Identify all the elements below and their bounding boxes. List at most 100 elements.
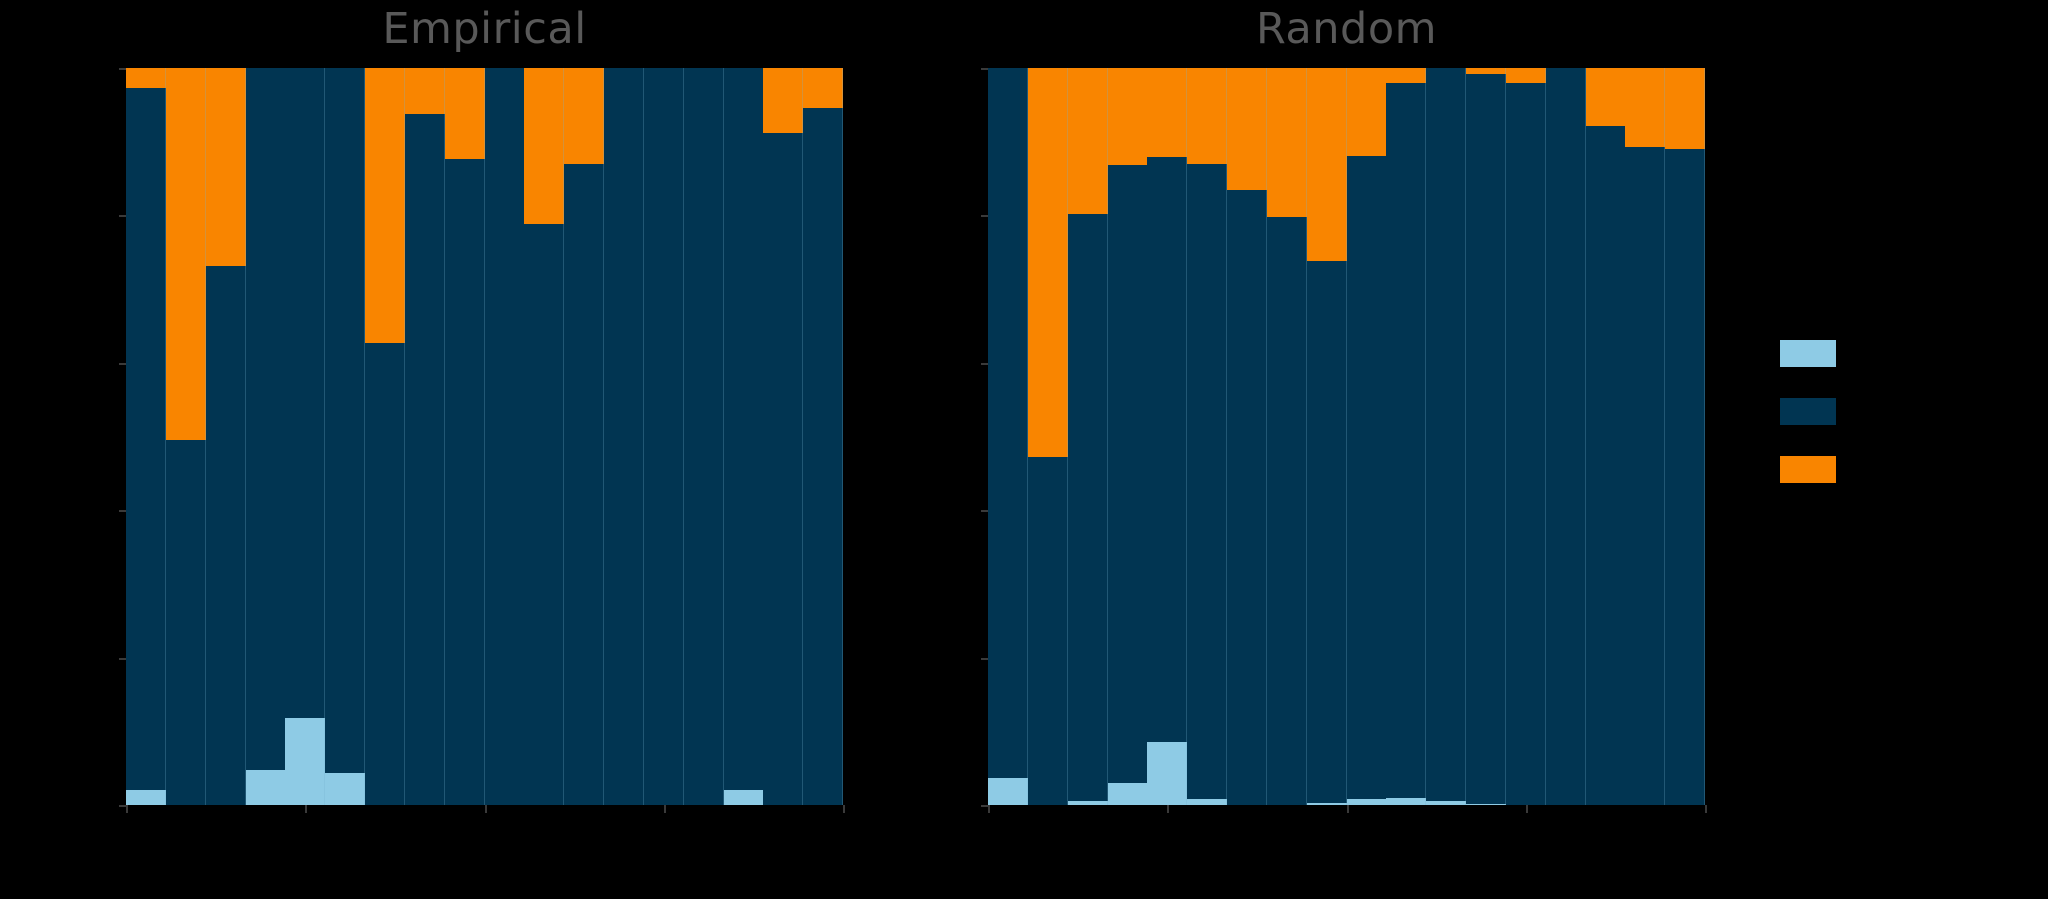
plot-area-random [988,68,1705,805]
bar-segment-series-high [1665,68,1705,150]
bar-column [723,68,764,805]
y-axis-tick [119,510,126,513]
bar-segment-series-mid [643,68,684,805]
bar-separator [603,68,605,805]
bar-segment-series-high [1227,68,1267,190]
bar-segment-series-mid [404,113,445,805]
bar-column [205,68,246,805]
bar-segment-series-high [1067,68,1108,214]
bar-segment-series-high [1466,68,1506,74]
bar-separator [1066,68,1068,805]
bar-segment-series-mid [1187,163,1228,800]
bar-separator [802,68,804,805]
y-axis-tick [119,68,126,70]
bar-separator [1305,68,1307,805]
bar-column [1585,68,1626,805]
bar-column [683,68,724,805]
bar-segment-series-low [1306,802,1347,805]
bar-segment-series-high [1187,68,1228,164]
plot-area-empirical [126,68,843,805]
bar-segment-series-mid [1585,126,1626,805]
bar-column [1147,68,1188,805]
bar-separator [1345,68,1347,805]
bar-column [165,68,206,805]
bar-separator [443,68,445,805]
bar-segment-series-mid [126,87,166,790]
legend-item-series-low[interactable] [1780,340,1850,367]
bar-segment-series-mid [1107,165,1148,783]
bar-separator [1385,68,1387,805]
bar-segment-series-low [245,770,286,805]
bar-separator [1027,68,1028,805]
bar-segment-series-mid [524,223,565,805]
bar-separator [682,68,684,805]
bar-segment-series-mid [1147,157,1188,742]
bar-segment-series-high [1147,68,1188,158]
bar-segment-series-high [564,68,605,164]
y-axis-tick [981,657,988,660]
bar-separator [364,68,366,805]
bar-separator [1664,68,1666,805]
bar-column [988,68,1028,805]
bar-column [245,68,286,805]
bar-segment-series-low [1346,799,1387,805]
bar-separator [1505,68,1506,805]
panel-title-empirical: Empirical [382,4,587,54]
bar-separator [1226,68,1228,805]
y-axis-tick [119,657,126,660]
bar-separator [1266,68,1267,805]
x-axis-tick [1525,805,1528,813]
bar-column [604,68,644,805]
panel-random: Random [981,0,1707,813]
bar-segment-series-low [1107,782,1148,805]
bar-separator [1425,68,1427,805]
bar-separator [1106,68,1108,805]
bar-column [1227,68,1267,805]
bar-segment-series-high [1107,68,1148,166]
bar-column [484,68,525,805]
bar-column [1346,68,1387,805]
bar-segment-series-mid [1466,73,1506,804]
bar-segment-series-high [1266,68,1307,217]
bar-segment-series-low [1386,797,1427,805]
legend-swatch-series-mid [1780,398,1836,425]
legend-item-series-mid[interactable] [1780,398,1850,425]
bar-separator [1624,68,1626,805]
bar-segment-series-mid [988,68,1028,779]
bar-separator [722,68,724,805]
bar-segment-series-high [1027,68,1068,458]
bar-column [126,68,166,805]
bar-segment-series-low [1067,800,1108,805]
y-axis-tick [981,215,988,218]
legend-item-series-high[interactable] [1780,456,1850,483]
bar-segment-series-mid [564,163,605,805]
bar-separator [563,68,565,805]
bar-segment-series-mid [1386,82,1427,798]
x-axis-tick [843,805,845,813]
bar-separator [1186,68,1188,805]
legend-swatch-series-high [1780,456,1836,483]
bar-column [1545,68,1586,805]
bar-segment-series-mid [803,107,843,805]
bar-segment-series-mid [165,440,206,805]
bar-separator [1146,68,1148,805]
bar-segment-series-mid [1426,68,1467,801]
bar-separator [483,68,485,805]
bar-segment-series-mid [1266,216,1307,805]
bar-segment-series-mid [444,158,485,805]
bar-separator [324,68,326,805]
bar-separator [523,68,525,805]
bar-separator [1704,68,1705,805]
bar-segment-series-high [1585,68,1626,127]
bar-column [564,68,605,805]
bar-column [803,68,843,805]
bar-segment-series-mid [1625,146,1666,805]
bar-segment-series-high [763,68,804,133]
x-axis-tick [484,805,487,813]
panel-empirical: Empirical [119,0,845,813]
x-axis-tick [663,805,666,813]
bar-column [365,68,405,805]
bar-separator [284,68,286,805]
y-axis-tick [981,68,988,70]
